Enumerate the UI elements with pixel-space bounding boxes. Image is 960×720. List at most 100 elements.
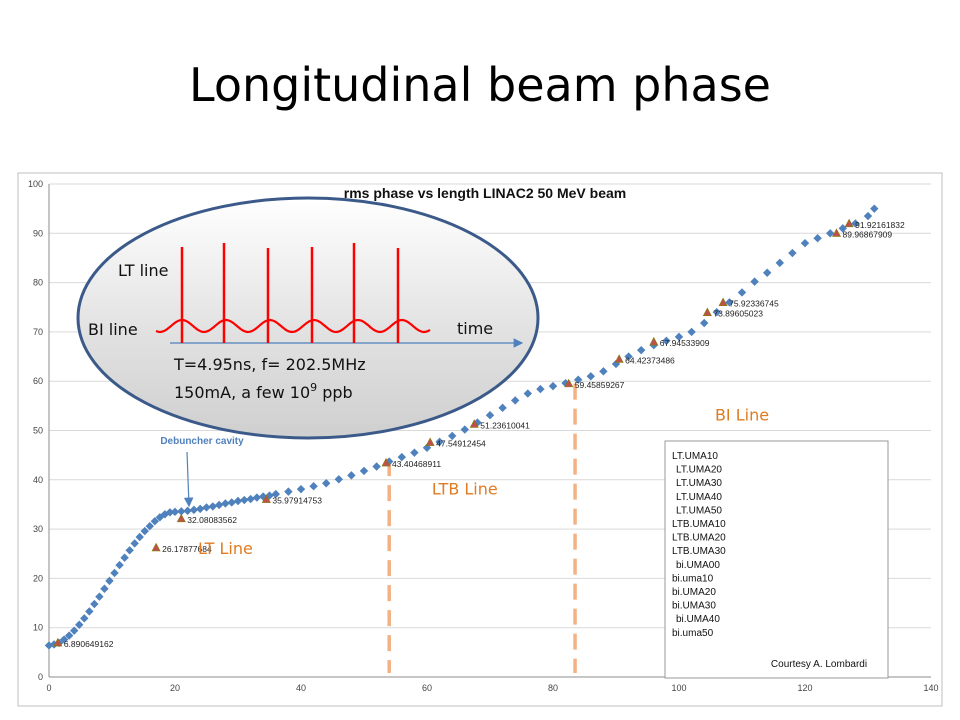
- data-point: [85, 607, 94, 616]
- region-dividers: [387, 383, 577, 673]
- chart-title: rms phase vs length LINAC2 50 MeV beam: [344, 185, 626, 201]
- y-tick-label: 50: [33, 426, 43, 436]
- marker-point: [176, 513, 186, 523]
- data-point: [208, 502, 217, 511]
- data-point: [435, 437, 444, 447]
- x-tick-label: 40: [296, 683, 306, 693]
- annotation-label: 64.42373486: [625, 355, 675, 365]
- data-point: [838, 224, 847, 233]
- data-point: [763, 268, 772, 277]
- data-point: [145, 521, 154, 531]
- period-text: T=4.95ns, f= 202.5MHz: [173, 355, 366, 374]
- legend-entry: bi.UMA20: [672, 587, 716, 598]
- x-tick-label: 120: [797, 683, 812, 693]
- region-label: BI Line: [715, 406, 769, 425]
- data-point: [95, 592, 104, 601]
- data-point: [214, 500, 224, 510]
- marker-point: [649, 336, 659, 346]
- data-point: [851, 219, 860, 228]
- data-point: [183, 506, 192, 516]
- region-label: LT Line: [198, 539, 253, 558]
- data-point: [70, 626, 79, 635]
- legend-entry: bi.UMA40: [676, 614, 720, 625]
- data-point: [284, 487, 293, 496]
- bunch-pulses: [180, 243, 400, 343]
- marker-point: [614, 354, 624, 363]
- x-tick-label: 0: [46, 683, 51, 693]
- data-point: [130, 539, 139, 548]
- credit-text: Courtesy A. Lombardi: [771, 659, 867, 670]
- marker-point: [844, 218, 854, 228]
- marker-point: [261, 494, 271, 503]
- y-tick-label: 20: [33, 573, 43, 583]
- annotation-label: 67.94533909: [660, 338, 710, 348]
- data-point: [700, 318, 709, 328]
- annotation-label: 32.08083562: [187, 515, 237, 525]
- annotation-label: 26.17877684: [162, 544, 212, 554]
- x-tick-label: 80: [548, 683, 558, 693]
- legend-entry: bi.uma10: [672, 573, 714, 584]
- annotation-label: 75.92336745: [729, 299, 779, 309]
- annotation-label: 59.45859267: [575, 380, 625, 390]
- data-point: [750, 277, 759, 286]
- legend-entry: LTB.UMA30: [672, 546, 726, 557]
- data-point: [410, 448, 419, 457]
- data-point: [775, 258, 784, 268]
- data-point: [511, 396, 520, 405]
- data-point: [498, 403, 507, 413]
- data-point: [233, 496, 243, 506]
- data-point: [100, 584, 109, 593]
- data-point: [309, 482, 318, 491]
- data-point: [80, 614, 89, 623]
- data-point: [170, 507, 180, 517]
- data-point: [662, 336, 671, 345]
- legend-entry: LT.UMA30: [676, 478, 722, 489]
- data-point: [460, 425, 469, 434]
- y-tick-label: 40: [33, 475, 43, 485]
- data-point: [196, 504, 205, 514]
- data-point: [687, 327, 696, 337]
- legend-entry: LT.UMA10: [672, 451, 718, 462]
- data-point: [165, 508, 175, 517]
- y-tick-label: 80: [33, 278, 43, 288]
- data-point: [725, 298, 734, 307]
- data-point: [359, 466, 369, 476]
- x-tick-label: 20: [170, 683, 180, 693]
- data-point: [322, 479, 331, 488]
- legend-entry: bi.UMA00: [676, 560, 720, 571]
- data-point: [75, 620, 84, 629]
- data-point: [712, 307, 721, 317]
- data-point: [485, 411, 495, 420]
- marker-point: [832, 228, 841, 237]
- data-point: [586, 372, 595, 381]
- y-tick-label: 90: [33, 228, 43, 238]
- debuncher-arrow: [183, 451, 194, 508]
- marker-point: [381, 457, 391, 467]
- data-point: [105, 576, 114, 586]
- legend: LT.UMA10 LT.UMA20 LT.UMA30 LT.UMA40 LT.UMA50…: [672, 451, 726, 639]
- y-tick-label: 30: [33, 524, 43, 534]
- marker-point: [564, 378, 574, 388]
- data-point: [813, 234, 822, 243]
- annotation-label: 89.96867909: [843, 229, 893, 239]
- bi-line-wave: [155, 318, 431, 334]
- data-point: [140, 526, 149, 536]
- legend-entry: bi.UMA30: [672, 601, 716, 612]
- annotations: 6.890649162 26.17877684 32.08083562 35.9791…: [64, 220, 905, 649]
- data-point: [296, 484, 306, 494]
- legend-entry: bi.uma50: [672, 628, 714, 639]
- data-point: [115, 560, 124, 570]
- current-text: 150mA, a few 109 ppb: [174, 381, 353, 402]
- data-point: [737, 288, 747, 297]
- marker-point: [469, 419, 479, 428]
- data-point: [347, 471, 356, 480]
- data-point: [523, 389, 532, 398]
- data-point: [155, 513, 165, 522]
- data-point: [674, 332, 684, 342]
- data-point: [800, 238, 810, 248]
- x-tick-label: 100: [671, 683, 686, 693]
- data-point: [110, 568, 119, 578]
- annotation-label: 6.890649162: [64, 639, 114, 649]
- legend-entry: LT.UMA50: [676, 505, 722, 516]
